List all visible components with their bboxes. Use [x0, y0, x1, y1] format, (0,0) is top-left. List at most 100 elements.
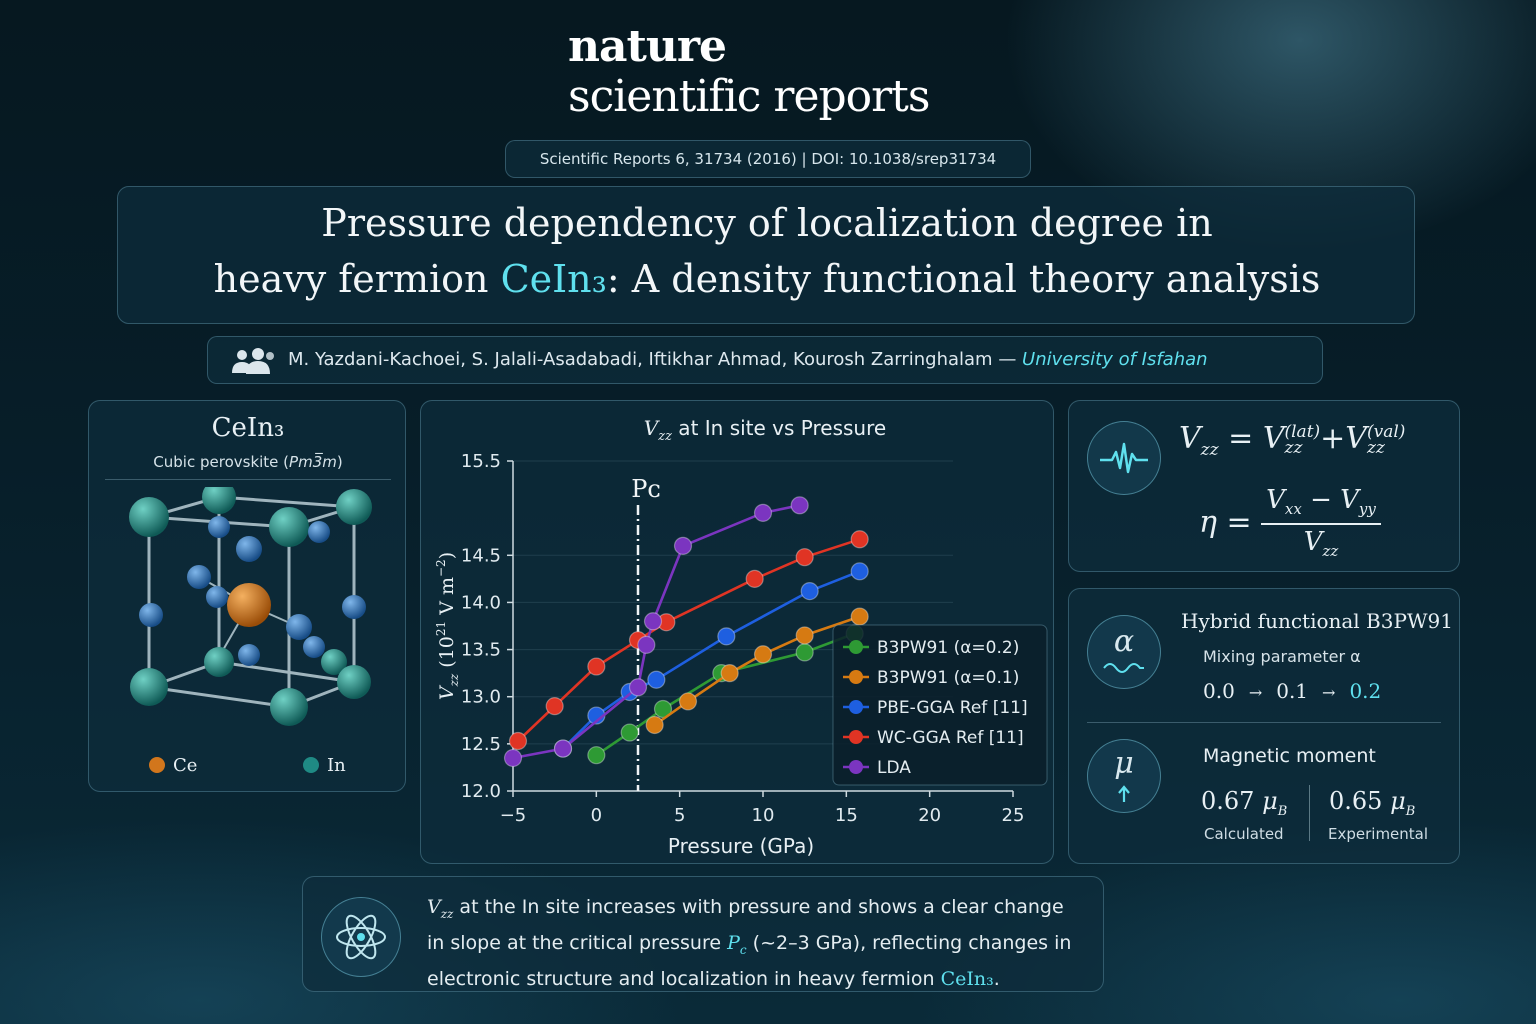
space-group: Pm3̅m — [289, 453, 337, 471]
step-2: 0.2 — [1349, 679, 1382, 703]
data-point-3 — [545, 697, 564, 716]
summary-line-2: in slope at the critical pressure Pc (~2… — [427, 929, 1071, 965]
summary-var-v: V — [427, 896, 441, 918]
data-point-3 — [745, 569, 764, 588]
x-tick-label: 5 — [674, 805, 685, 826]
hybrid-title: Hybrid functional B3PW91 — [1181, 609, 1453, 633]
data-point-1 — [678, 692, 698, 711]
mu-icon: μ — [1087, 739, 1161, 813]
legend-ce-label: Ce — [173, 755, 198, 776]
data-point-2 — [850, 562, 869, 581]
data-point-2 — [647, 670, 666, 689]
legend-label-0: B3PW91 (α=0.2) — [877, 638, 1019, 658]
legend-box — [832, 624, 1048, 786]
x-tick-label: −5 — [500, 805, 527, 826]
summary-var-v-sub: zz — [440, 906, 454, 921]
legend-label-1: B3PW91 (α=0.1) — [877, 668, 1019, 688]
data-point-2 — [717, 627, 736, 646]
ce-swatch — [149, 757, 165, 773]
brand-scientific-reports: scientific reports — [568, 71, 930, 122]
eq2-minus: − — [1310, 485, 1332, 515]
title-compound: CeIn₃ — [500, 257, 607, 301]
mixing-steps: 0.0 → 0.1 → 0.2 — [1203, 679, 1381, 703]
legend-label-4: LDA — [877, 758, 911, 778]
summary-compound: CeIn₃ — [940, 967, 994, 990]
data-point-3 — [587, 657, 606, 676]
legend-in-label: In — [327, 755, 346, 776]
data-point-4 — [790, 496, 809, 515]
eq2-lhs: η — [1199, 505, 1217, 540]
y-tick-label: 14.0 — [461, 592, 501, 613]
data-point-4 — [553, 739, 573, 758]
title-line-2-pre: heavy fermion — [213, 257, 501, 301]
summary-panel: Vzz at the In site increases with pressu… — [302, 876, 1104, 992]
data-point-1 — [753, 645, 773, 664]
eq2-den: V — [1303, 527, 1323, 557]
calc-value: 0.67 — [1201, 787, 1255, 815]
eq1-t2-sub: zz — [1366, 438, 1385, 458]
legend-ce: Ce — [149, 755, 197, 776]
mu-symbol: μ — [1114, 746, 1134, 781]
x-tick-label: 20 — [918, 805, 941, 826]
y-tick-label: 13.0 — [461, 687, 501, 708]
affiliation: University of Isfahan — [1022, 349, 1208, 370]
arrow-2: → — [1322, 683, 1336, 702]
calc-label: Calculated — [1204, 825, 1284, 843]
author-names: M. Yazdani-Kachoei, S. Jalali-Asadabadi,… — [288, 349, 1023, 370]
exp-unit: μ — [1390, 787, 1406, 815]
y-tick-label: 12.0 — [461, 781, 501, 802]
alpha-wave-icon — [1103, 663, 1144, 673]
alpha-icon: α — [1087, 615, 1161, 689]
fraction-bar — [1261, 523, 1381, 525]
data-point-4 — [637, 635, 656, 654]
magnetic-title: Magnetic moment — [1203, 745, 1376, 767]
data-point-4 — [753, 503, 773, 522]
x-axis-label: Pressure (GPa) — [668, 834, 814, 858]
legend-marker-0 — [849, 640, 863, 654]
data-point-0 — [587, 746, 606, 765]
data-point-1 — [645, 715, 664, 735]
critical-pressure-label: Pᴄ — [631, 475, 661, 503]
title-line-1: Pressure dependency of localization degr… — [321, 201, 1213, 245]
users-icon — [232, 348, 274, 374]
citation-badge: Scientific Reports 6, 31734 (2016) | DOI… — [505, 140, 1031, 178]
waveform-icon-circle — [1087, 421, 1161, 495]
authors-bar: M. Yazdani-Kachoei, S. Jalali-Asadabadi,… — [207, 336, 1323, 384]
x-tick-label: 15 — [835, 805, 858, 826]
summary-line-2-pre: in slope at the critical pressure — [427, 931, 728, 954]
hybrid-functional-panel: α Hybrid functional B3PW91 Mixing parame… — [1068, 588, 1460, 864]
legend-label-3: WC-GGA Ref [11] — [877, 728, 1024, 748]
legend-marker-4 — [849, 760, 863, 774]
atom-icon-circle — [321, 897, 401, 977]
eq2-eta: η = — [1199, 505, 1252, 540]
y-tick-label: 13.5 — [461, 640, 501, 661]
exp-moment: 0.65 μB — [1329, 787, 1415, 819]
chart-panel: Vzz at In site vs Pressure −5 0 5 10 15 20 25 1… — [420, 400, 1054, 864]
in-swatch — [303, 757, 319, 773]
y-tick-label: 14.5 — [461, 545, 501, 566]
data-point-3 — [850, 530, 869, 549]
atom-icon — [336, 914, 386, 960]
y-tick-label: 12.5 — [461, 734, 501, 755]
eq1-t2-sup: (val) — [1366, 422, 1406, 442]
data-point-3 — [795, 548, 814, 567]
summary-text: Vzz at the In site increases with pressu… — [427, 893, 1071, 994]
series-line-3 — [517, 538, 861, 742]
eq2-numerator: Vxx − Vyy — [1259, 485, 1383, 518]
step-0: 0.0 — [1203, 679, 1235, 703]
eq1-t2: V — [1345, 421, 1367, 456]
summary-line-3-post: . — [993, 967, 1000, 990]
crystal-subtitle: Cubic perovskite (Pm3̅m) — [89, 453, 407, 471]
eq1-t1-sub: zz — [1284, 438, 1303, 458]
data-point-4 — [643, 612, 663, 631]
exp-value: 0.65 — [1329, 787, 1383, 815]
eq2-den-sub: zz — [1322, 542, 1339, 561]
data-point-0 — [795, 643, 814, 662]
summary-line-3: electronic structure and localization in… — [427, 965, 1071, 994]
calc-unit-sub: B — [1277, 803, 1288, 819]
crystal-panel: CeIn₃ Cubic perovskite (Pm3̅m) — [88, 400, 406, 792]
citation-text: Scientific Reports 6, 31734 (2016) | DOI… — [539, 150, 997, 168]
exp-unit-sub: B — [1405, 803, 1416, 819]
divider — [1087, 722, 1441, 723]
title-line-2-post: : A density functional theory analysis — [606, 257, 1321, 301]
